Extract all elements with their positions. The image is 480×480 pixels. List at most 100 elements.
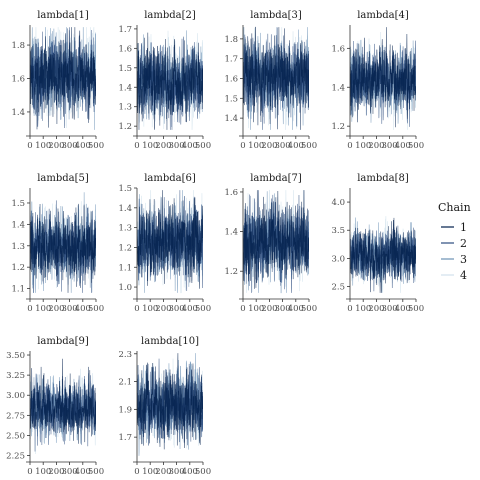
y-tick-label: 1.8 [11, 41, 25, 51]
y-tick-label: 1.8 [224, 35, 238, 45]
legend-items: 1 2 3 4 [441, 221, 467, 282]
x-tick-label: 0 [27, 467, 32, 477]
y-tick-label: 1.5 [118, 64, 132, 74]
chain-2-trace [243, 27, 309, 130]
x-tick-label: 300 [61, 141, 77, 151]
y-tick-label: 1.3 [118, 224, 132, 234]
trace-lines [243, 189, 309, 294]
chain-1-trace [243, 190, 309, 289]
trace-lines [137, 30, 203, 130]
x-tick-label: 500 [195, 467, 211, 477]
x-tick-label: 100 [355, 141, 371, 151]
x-tick-label: 300 [61, 304, 77, 314]
facet-title: lambda[6] [144, 173, 196, 184]
x-tick-label: 300 [168, 141, 184, 151]
x-tick-label: 0 [347, 141, 352, 151]
facet-panel: lambda[2] 1.2 1.3 1.4 1.5 1.6 1.7 0 100200300400… [118, 10, 211, 151]
y-tick-label: 1.6 [224, 188, 238, 198]
y-tick-label: 1.2 [118, 243, 132, 253]
y-tick-label: 1.4 [11, 220, 25, 230]
y-tick-label: 1.5 [11, 199, 25, 209]
y-tick-label: 2.5 [331, 283, 345, 293]
x-tick-label: 0 [27, 304, 32, 314]
chain-1-trace [350, 217, 416, 293]
x-tick-label: 400 [182, 467, 198, 477]
y-tick-label: 3.5 [331, 226, 345, 236]
y-tick-label: 3.25 [6, 371, 25, 381]
y-tick-label: 1.4 [224, 114, 238, 124]
y-tick-label: 1.5 [224, 94, 238, 104]
x-tick-label: 400 [288, 141, 304, 151]
y-tick-label: 1.5 [118, 184, 132, 194]
x-tick-label: 100 [248, 304, 264, 314]
x-tick-label: 500 [408, 141, 424, 151]
x-tick-label: 200 [261, 141, 277, 151]
y-tick-label: 1.6 [331, 44, 345, 54]
x-tick-label: 400 [395, 304, 411, 314]
x-tick-label: 400 [182, 141, 198, 151]
x-tick-label: 100 [355, 304, 371, 314]
y-tick-label: 4.0 [331, 198, 345, 208]
legend-label-chain-4: 4 [460, 269, 467, 282]
x-tick-label: 400 [395, 141, 411, 151]
x-tick-label: 400 [75, 141, 91, 151]
trace-lines [243, 26, 309, 130]
y-tick-label: 1.4 [118, 83, 132, 93]
x-tick-label: 300 [274, 141, 290, 151]
facet-title: lambda[8] [357, 173, 409, 184]
y-tick-label: 1.6 [118, 44, 132, 54]
y-tick-label: 2.1 [118, 378, 132, 388]
y-tick-label: 1.2 [224, 267, 238, 277]
x-tick-label: 0 [134, 467, 139, 477]
y-tick-label: 2.75 [6, 411, 25, 421]
trace-lines [30, 192, 96, 293]
y-tick-label: 1.7 [118, 25, 132, 35]
facet-title: lambda[5] [37, 173, 89, 184]
y-tick-label: 1.7 [224, 55, 238, 65]
x-tick-label: 300 [381, 304, 397, 314]
facet-title: lambda[10] [141, 336, 199, 347]
chain-1-trace [137, 353, 203, 450]
facet-title: lambda[7] [250, 173, 302, 184]
x-tick-label: 0 [27, 141, 32, 151]
x-tick-label: 500 [88, 141, 104, 151]
chain-2-trace [243, 190, 309, 293]
trace-lines [30, 27, 96, 130]
facet-panel: lambda[9] 2.25 2.50 2.75 3.00 3.25 3.50 0 100200… [6, 336, 104, 477]
x-tick-label: 300 [168, 467, 184, 477]
x-tick-label: 200 [48, 304, 64, 314]
x-tick-label: 100 [248, 141, 264, 151]
x-tick-label: 100 [142, 141, 158, 151]
chain-1-trace [30, 358, 96, 444]
x-tick-label: 200 [48, 141, 64, 151]
y-tick-label: 1.2 [331, 122, 345, 132]
x-tick-label: 100 [35, 304, 51, 314]
x-tick-label: 100 [142, 304, 158, 314]
x-tick-label: 500 [301, 304, 317, 314]
x-tick-label: 200 [155, 141, 171, 151]
x-tick-label: 0 [240, 304, 245, 314]
x-tick-label: 0 [134, 141, 139, 151]
y-tick-label: 1.4 [224, 228, 238, 238]
facet-title: lambda[2] [144, 10, 196, 21]
x-tick-label: 200 [261, 304, 277, 314]
x-tick-label: 400 [75, 467, 91, 477]
x-tick-label: 100 [35, 467, 51, 477]
x-tick-label: 500 [408, 304, 424, 314]
x-tick-label: 200 [368, 304, 384, 314]
chain-1-trace [137, 190, 203, 289]
x-tick-label: 300 [168, 304, 184, 314]
y-tick-label: 2.3 [118, 350, 132, 360]
trace-lines [137, 190, 203, 294]
x-tick-label: 200 [48, 467, 64, 477]
x-tick-label: 500 [301, 141, 317, 151]
facet-title: lambda[3] [250, 10, 302, 21]
x-tick-label: 100 [142, 467, 158, 477]
y-tick-label: 1.1 [11, 285, 25, 295]
y-tick-label: 3.00 [6, 391, 25, 401]
y-tick-label: 1.4 [118, 204, 132, 214]
x-tick-label: 500 [88, 467, 104, 477]
